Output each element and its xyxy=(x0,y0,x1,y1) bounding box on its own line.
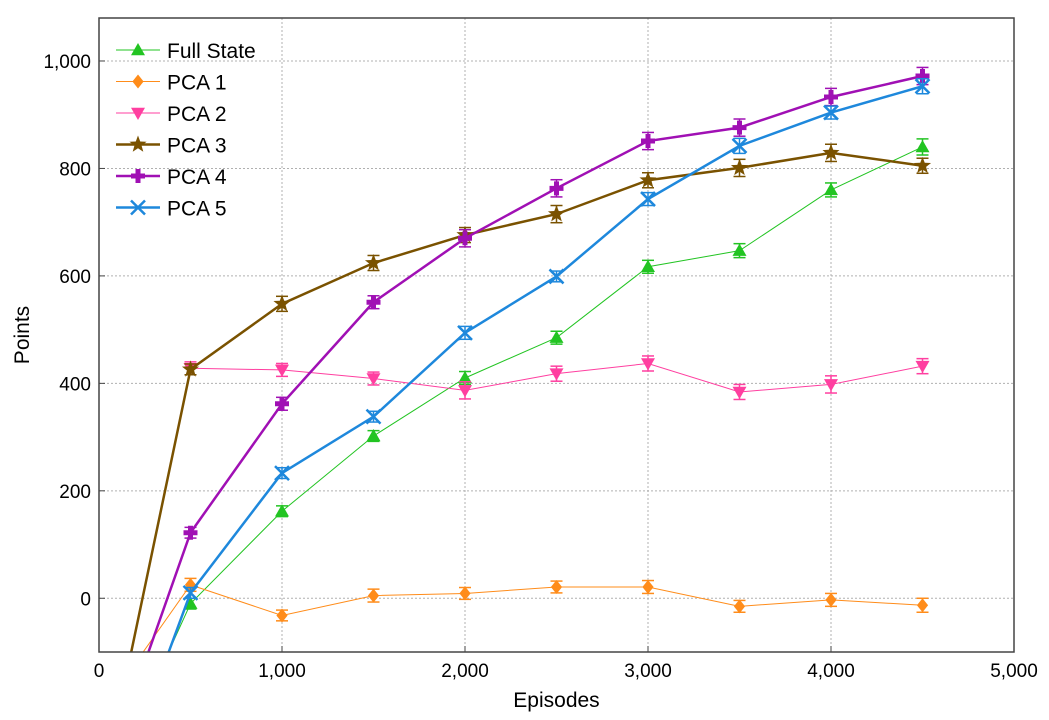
data-point xyxy=(366,373,381,386)
data-point xyxy=(550,579,563,594)
data-point xyxy=(915,69,930,84)
legend-marker xyxy=(132,74,144,89)
series-line xyxy=(167,146,923,652)
data-point xyxy=(183,525,198,540)
x-tick-label: 2,000 xyxy=(441,661,489,682)
data-point xyxy=(276,608,288,623)
y-tick-label: 200 xyxy=(59,482,91,503)
legend-item: PCA 2 xyxy=(116,103,227,126)
y-tick-label: 1,000 xyxy=(43,52,91,73)
data-point xyxy=(915,139,930,153)
data-point xyxy=(459,586,471,601)
legend-marker xyxy=(129,135,147,152)
y-tick-label: 0 xyxy=(80,589,91,610)
data-point xyxy=(549,368,564,381)
data-point xyxy=(913,156,932,174)
data-point xyxy=(642,579,654,594)
x-tick-label: 4,000 xyxy=(807,661,855,682)
data-point xyxy=(733,599,746,614)
data-point xyxy=(273,294,291,312)
legend-label: PCA 3 xyxy=(167,135,227,158)
y-tick-label: 800 xyxy=(59,159,91,180)
legend-marker xyxy=(131,169,145,183)
data-point xyxy=(914,78,931,95)
legend-marker xyxy=(131,43,145,56)
legend-label: PCA 1 xyxy=(167,72,227,95)
data-point xyxy=(915,360,930,374)
data-point xyxy=(457,324,473,341)
data-point xyxy=(732,386,747,399)
data-point xyxy=(916,598,929,613)
data-point xyxy=(824,379,838,392)
data-point xyxy=(731,137,748,154)
x-tick-label: 3,000 xyxy=(624,661,672,682)
x-axis-label: Episodes xyxy=(513,689,599,712)
series-pca-1 xyxy=(142,577,929,652)
legend-item: PCA 4 xyxy=(116,166,227,189)
series-layer xyxy=(129,66,932,652)
legend-item: Full State xyxy=(116,40,256,63)
series-line xyxy=(147,74,923,652)
legend-item: PCA 3 xyxy=(116,135,227,158)
data-point xyxy=(639,171,657,188)
data-point xyxy=(365,408,382,425)
data-point xyxy=(641,358,655,371)
x-tick-label: 1,000 xyxy=(258,661,306,682)
data-point xyxy=(275,396,289,411)
data-point xyxy=(458,370,472,384)
legend-label: PCA 4 xyxy=(167,166,227,189)
data-point xyxy=(274,465,290,481)
legend-label: PCA 2 xyxy=(167,103,227,126)
legend-marker xyxy=(130,199,146,216)
y-tick-label: 400 xyxy=(59,374,91,395)
data-point xyxy=(549,330,564,343)
legend-marker xyxy=(131,107,145,120)
data-point xyxy=(824,89,838,104)
data-point xyxy=(458,385,472,398)
data-point xyxy=(182,585,199,601)
data-point xyxy=(275,504,289,517)
data-point xyxy=(548,268,565,285)
tick-layer: 0 1,000 2,000 3,000 4,000 5,000 0 200 400 600 800 1… xyxy=(43,52,1037,682)
series-line xyxy=(167,85,923,652)
data-point xyxy=(730,158,749,176)
plot-frame xyxy=(98,17,1015,653)
y-axis-label: Points xyxy=(11,306,34,364)
data-point xyxy=(732,120,747,135)
data-point xyxy=(275,364,289,377)
data-point xyxy=(367,588,380,603)
data-point xyxy=(458,231,472,246)
series-line xyxy=(130,362,923,652)
legend-item: PCA 5 xyxy=(116,198,227,221)
data-point xyxy=(640,191,656,207)
legend-label: Full State xyxy=(167,40,256,63)
data-point xyxy=(641,259,655,273)
data-point xyxy=(824,182,838,196)
legend-label: PCA 5 xyxy=(167,198,227,221)
data-point xyxy=(181,360,200,377)
series-full-state xyxy=(167,138,930,652)
data-point xyxy=(823,104,839,121)
data-point xyxy=(366,295,381,310)
data-point xyxy=(547,205,566,222)
series-line xyxy=(129,151,923,652)
series-pca-2 xyxy=(130,355,930,652)
legend-item: PCA 1 xyxy=(116,72,227,95)
data-point xyxy=(641,134,655,149)
x-tick-label: 0 xyxy=(94,661,105,682)
data-point xyxy=(825,592,837,607)
series-pca-3 xyxy=(129,143,932,652)
data-point xyxy=(549,181,564,196)
series-line xyxy=(142,584,923,652)
y-tick-label: 600 xyxy=(59,267,91,288)
series-pca-5 xyxy=(167,77,931,652)
legend: Full State PCA 1 PCA 2 PCA 3 PCA 4 PCA 5 xyxy=(116,40,256,221)
data-point xyxy=(366,429,381,442)
data-point xyxy=(364,254,383,271)
series-pca-4 xyxy=(147,66,930,652)
data-point xyxy=(822,143,840,161)
data-point xyxy=(732,243,747,256)
x-tick-label: 5,000 xyxy=(990,661,1038,682)
